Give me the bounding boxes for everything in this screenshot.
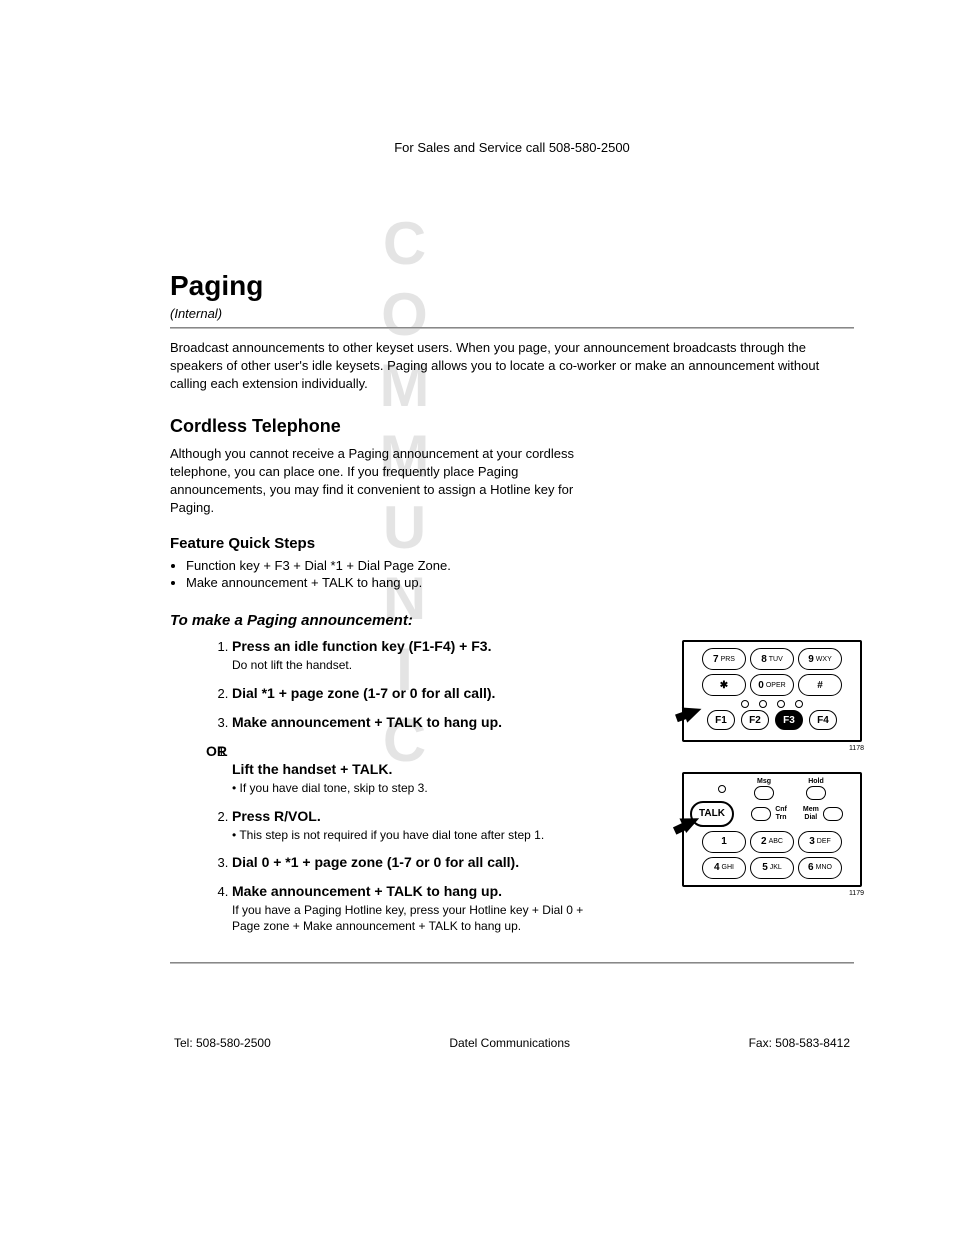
bottom-divider	[170, 962, 854, 964]
softkey-msg	[754, 786, 774, 800]
key-3: 3DEF	[798, 831, 842, 853]
step: Make announcement + TALK to hang up. If …	[232, 882, 600, 934]
page-footer: Tel: 508-580-2500 Datel Communications F…	[170, 1036, 854, 1050]
step: Make announcement + TALK to hang up.	[232, 713, 600, 732]
subhead-cordless: Cordless Telephone	[170, 416, 854, 437]
feature-item: Function key + F3 + Dial *1 + Dial Page …	[186, 558, 580, 573]
paging-section: Paging (Internal) Broadcast announcement…	[170, 270, 854, 964]
feature-quick-head: Feature Quick Steps	[170, 535, 854, 552]
pointer-arrow-icon	[680, 698, 702, 726]
key-6: 6MNO	[798, 857, 842, 879]
figure-talk-keypad: Msg Hold TALK	[682, 772, 862, 887]
footer-fax: Fax: 508-583-8412	[749, 1036, 850, 1050]
led-indicator	[777, 700, 785, 708]
section-subtitle: (Internal)	[170, 306, 854, 321]
feature-list: Function key + F3 + Dial *1 + Dial Page …	[170, 558, 580, 590]
key-f3: F3	[775, 710, 803, 730]
key-1: 1	[702, 831, 746, 853]
key-star: ✱	[702, 674, 746, 696]
label-cnf: Cnf Trn	[775, 806, 787, 821]
section-title: Paging	[170, 270, 854, 302]
footer-tel: Tel: 508-580-2500	[174, 1036, 271, 1050]
steps-list-a: Press an idle function key (F1-F4) + F3.…	[170, 637, 600, 731]
step: Dial 0 + *1 + page zone (1-7 or 0 for al…	[232, 853, 600, 872]
page-content: For Sales and Service call 508-580-2500 …	[0, 0, 954, 1130]
key-8: 8TUV	[750, 648, 794, 670]
key-0: 0OPER	[750, 674, 794, 696]
steps-list-b: OR Lift the handset + TALK. • If you hav…	[170, 742, 600, 935]
intro-text: Broadcast announcements to other keyset …	[170, 339, 854, 394]
steps-head: To make a Paging announcement:	[170, 612, 854, 629]
key-9: 9WXY	[798, 648, 842, 670]
step: Press R/VOL. • This step is not required…	[232, 807, 600, 843]
header-line: For Sales and Service call 508-580-2500	[170, 140, 854, 155]
led-indicator	[759, 700, 767, 708]
step: OR Lift the handset + TALK. • If you hav…	[232, 742, 600, 797]
key-f1: F1	[707, 710, 735, 730]
softkey-hold	[806, 786, 826, 800]
key-2: 2ABC	[750, 831, 794, 853]
label-mem: Mem Dial	[803, 806, 819, 821]
label-hold: Hold	[806, 778, 826, 786]
led-indicator	[718, 785, 726, 793]
feature-item: Make announcement + TALK to hang up.	[186, 575, 580, 590]
footer-company: Datel Communications	[449, 1036, 570, 1050]
figure-keypad-fkeys: 7PRS 8TUV 9WXY ✱ 0OPER # F1 F2	[682, 640, 862, 742]
key-hash: #	[798, 674, 842, 696]
key-f2: F2	[741, 710, 769, 730]
section-divider	[170, 327, 854, 329]
label-msg: Msg	[754, 778, 774, 786]
key-4: 4GHI	[702, 857, 746, 879]
cordless-body: Although you cannot receive a Paging ann…	[170, 445, 590, 518]
figure-id: 1178	[849, 745, 864, 752]
softkey-cnf	[751, 807, 771, 821]
key-7: 7PRS	[702, 648, 746, 670]
pointer-arrow-icon	[678, 814, 700, 842]
key-f4: F4	[809, 710, 837, 730]
step: Press an idle function key (F1-F4) + F3.…	[232, 637, 600, 673]
key-5: 5JKL	[750, 857, 794, 879]
led-indicator	[741, 700, 749, 708]
figure-id: 1179	[849, 890, 864, 897]
softkey-mem	[823, 807, 843, 821]
step: Dial *1 + page zone (1-7 or 0 for all ca…	[232, 684, 600, 703]
figures-column: 7PRS 8TUV 9WXY ✱ 0OPER # F1 F2	[682, 640, 862, 917]
led-indicator	[795, 700, 803, 708]
